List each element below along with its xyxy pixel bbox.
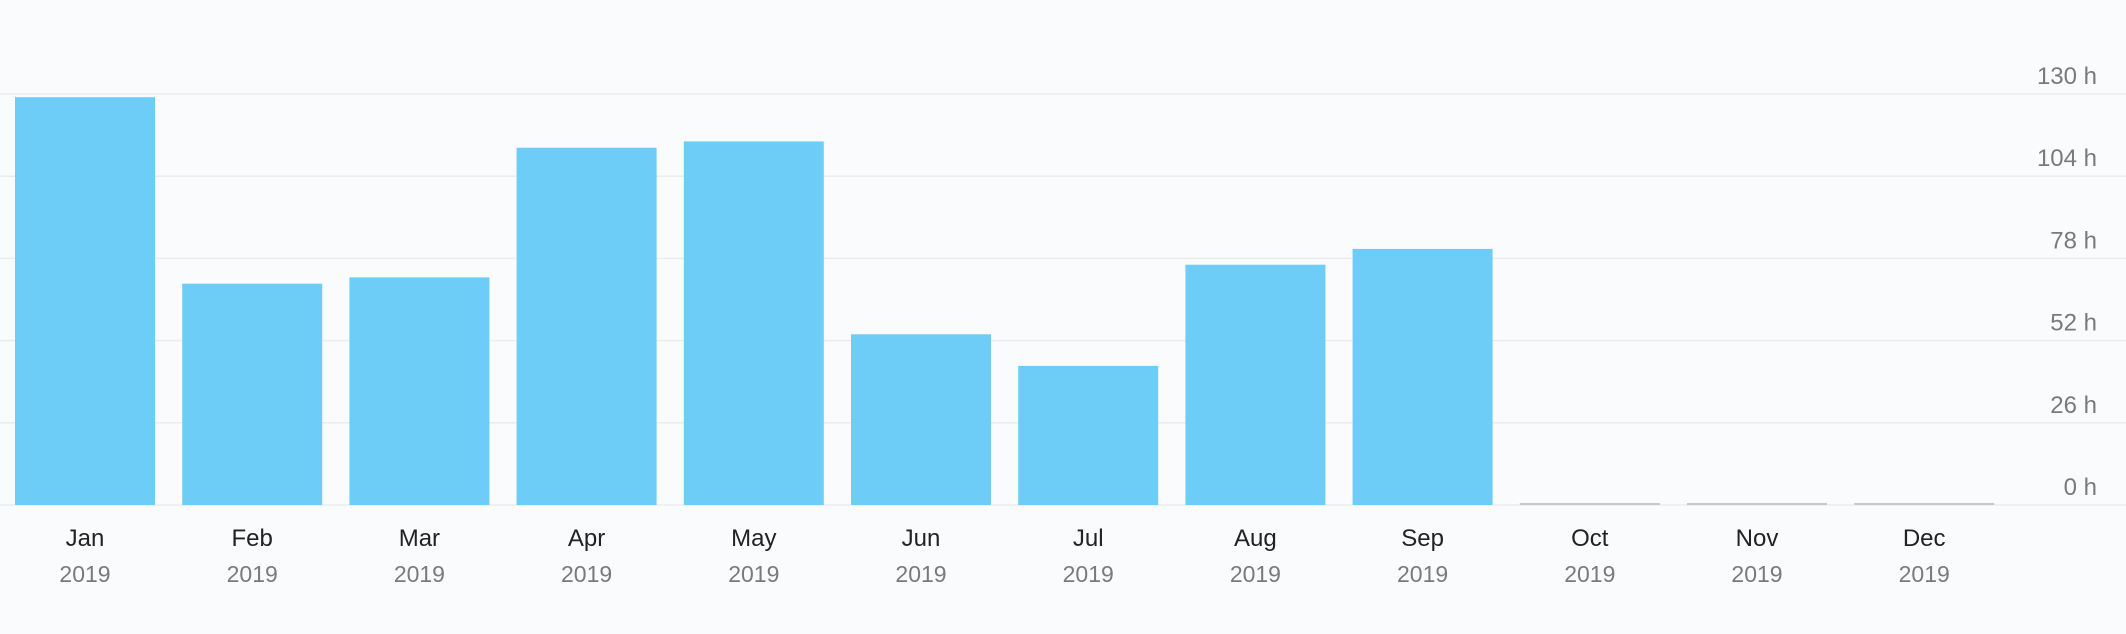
x-tick-label: May xyxy=(731,525,776,552)
y-tick-label: 130 h xyxy=(2037,63,2097,90)
bar-dec[interactable] xyxy=(1854,503,1995,505)
bar-oct[interactable] xyxy=(1519,503,1660,505)
x-tick-sublabel: 2019 xyxy=(728,561,779,587)
y-tick-label: 52 h xyxy=(2050,310,2097,337)
x-tick-label: Nov xyxy=(1736,525,1779,552)
y-tick-label: 0 h xyxy=(2064,474,2097,501)
bar-apr[interactable] xyxy=(516,147,657,505)
x-tick-label: Jul xyxy=(1073,525,1104,552)
bar-jul[interactable] xyxy=(1018,365,1159,505)
x-tick-sublabel: 2019 xyxy=(1397,561,1448,587)
x-tick-sublabel: 2019 xyxy=(1230,561,1281,587)
x-tick-sublabel: 2019 xyxy=(1063,561,1114,587)
x-tick-label: Feb xyxy=(232,525,273,552)
x-tick-label: Dec xyxy=(1903,525,1946,552)
y-axis-ticks: 0 h 26 h 52 h 78 h 104 h 130 h xyxy=(2037,63,2097,501)
y-tick-label: 26 h xyxy=(2050,392,2097,419)
x-tick-label: Sep xyxy=(1401,525,1444,552)
y-tick-label: 104 h xyxy=(2037,145,2097,172)
bar-nov[interactable] xyxy=(1687,503,1827,505)
x-tick-label: Jun xyxy=(902,525,941,552)
x-tick-label: Aug xyxy=(1234,525,1277,552)
x-tick-label: Jan xyxy=(66,525,105,552)
bar-jun[interactable] xyxy=(851,334,991,505)
x-tick-sublabel: 2019 xyxy=(561,561,612,587)
x-tick-label: Mar xyxy=(399,525,440,552)
bars xyxy=(15,97,1995,506)
x-tick-sublabel: 2019 xyxy=(227,561,278,587)
y-tick-label: 78 h xyxy=(2050,227,2097,254)
bar-may[interactable] xyxy=(683,141,824,505)
bar-mar[interactable] xyxy=(349,277,490,505)
x-axis-labels: Jan 2019 Feb 2019 Mar 2019 Apr 2019 May 2019 Jun 20… xyxy=(59,525,1949,587)
bar-aug[interactable] xyxy=(1185,264,1326,505)
x-tick-sublabel: 2019 xyxy=(1731,561,1782,587)
x-tick-sublabel: 2019 xyxy=(895,561,946,587)
x-tick-sublabel: 2019 xyxy=(394,561,445,587)
x-tick-sublabel: 2019 xyxy=(1899,561,1950,587)
x-tick-label: Oct xyxy=(1571,525,1609,552)
bar-jan[interactable] xyxy=(15,97,155,506)
x-tick-sublabel: 2019 xyxy=(1564,561,1615,587)
x-tick-sublabel: 2019 xyxy=(59,561,110,587)
x-tick-label: Apr xyxy=(568,525,605,552)
bar-feb[interactable] xyxy=(182,283,323,505)
bar-sep[interactable] xyxy=(1352,248,1493,505)
